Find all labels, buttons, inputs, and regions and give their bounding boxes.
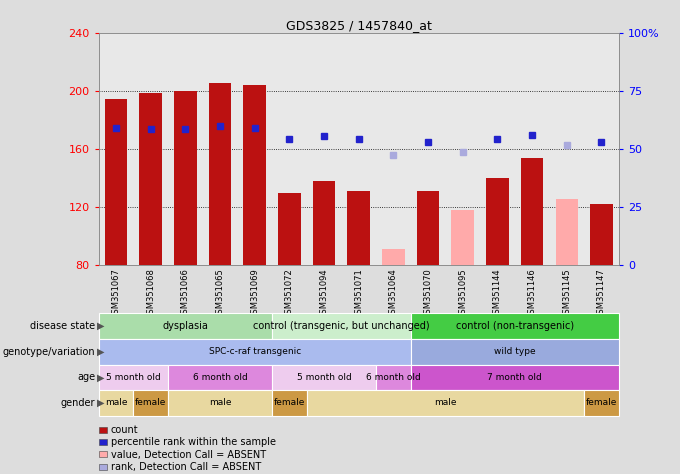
Text: female: female [585,399,617,407]
Text: count: count [111,425,139,435]
Bar [105,99,127,265]
Text: 7 month old: 7 month old [488,373,542,382]
Text: female: female [273,399,305,407]
Text: ▶: ▶ [97,372,105,383]
Text: female: female [135,399,167,407]
Text: 6 month old: 6 month old [366,373,421,382]
Text: rank, Detection Call = ABSENT: rank, Detection Call = ABSENT [111,462,261,472]
Bar [209,82,231,265]
Text: value, Detection Call = ABSENT: value, Detection Call = ABSENT [111,449,266,460]
Text: male: male [105,399,127,407]
Text: control (transgenic, but unchanged): control (transgenic, but unchanged) [253,321,430,331]
Text: percentile rank within the sample: percentile rank within the sample [111,437,276,447]
Text: genotype/variation: genotype/variation [3,346,95,357]
Text: ▶: ▶ [97,321,105,331]
Bar [313,181,335,265]
Text: dysplasia: dysplasia [163,321,208,331]
Bar [347,191,370,265]
Text: control (non-transgenic): control (non-transgenic) [456,321,574,331]
Bar [278,193,301,265]
Text: gender: gender [61,398,95,408]
Text: 5 month old: 5 month old [106,373,160,382]
Bar [452,210,474,265]
Bar [590,204,613,265]
Text: male: male [434,399,457,407]
Title: GDS3825 / 1457840_at: GDS3825 / 1457840_at [286,19,432,32]
Text: age: age [77,372,95,383]
Text: ▶: ▶ [97,398,105,408]
Text: ▶: ▶ [97,346,105,357]
Bar [243,85,266,265]
Bar [139,93,162,265]
Bar [486,178,509,265]
Text: disease state: disease state [30,321,95,331]
Text: wild type: wild type [494,347,536,356]
Text: 6 month old: 6 month old [192,373,248,382]
Text: 5 month old: 5 month old [296,373,352,382]
Bar [417,191,439,265]
Bar [382,249,405,265]
Text: SPC-c-raf transgenic: SPC-c-raf transgenic [209,347,301,356]
Text: male: male [209,399,231,407]
Bar [521,158,543,265]
Bar [556,199,578,265]
Bar [174,91,197,265]
